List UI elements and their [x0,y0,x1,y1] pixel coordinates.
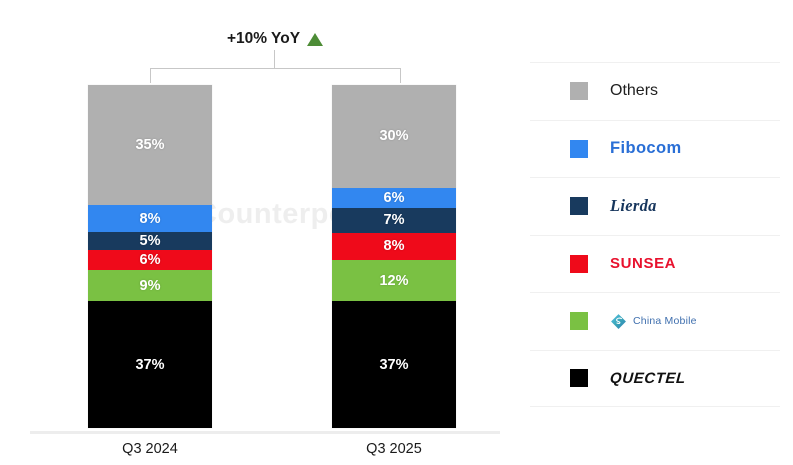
bar-segment-quectel: 37% [332,301,456,428]
bracket-stem [274,50,276,69]
legend-label: Others [610,82,659,100]
x-tick-label: Q3 2024 [122,441,178,457]
bar-segment-others: 35% [88,85,212,206]
segment-value-label: 37% [135,356,165,373]
legend-swatch-sunsea [570,254,588,273]
bar-segment-others: 30% [332,85,456,188]
legend-item-lierda[interactable]: Lierda [530,177,780,235]
legend-item-others[interactable]: Others [530,62,780,120]
segment-value-label: 35% [135,137,165,154]
legend-item-fibocom[interactable]: Fibocom [530,119,780,178]
bar-segment-lierda: 5% [88,232,212,250]
segment-value-label: 7% [383,212,405,229]
plot-area: Counterpoint +10% YoY 35% 8% 5% 6% 9% 37% 30%… [30,30,500,457]
x-axis-line [30,431,500,434]
bar-segment-fibocom: 8% [88,205,212,233]
segment-value-label: 8% [139,210,161,227]
segment-value-label: 9% [139,277,161,294]
legend-item-sunsea[interactable]: SUNSEA [530,234,780,293]
comparison-bracket [150,68,401,83]
legend-swatch-fibocom [570,139,588,158]
legend-item-quectel[interactable]: QUECTEL [530,349,780,407]
segment-value-label: 5% [139,233,161,250]
legend-label: China Mobile [633,315,697,328]
segment-value-label: 30% [379,128,409,145]
bar-segment-sunsea: 8% [332,232,456,260]
stacked-bar-q3-2024: 35% 8% 5% 6% 9% 37% [88,85,212,428]
bar-segment-sunsea: 6% [88,249,212,271]
bar-segment-lierda: 7% [332,208,456,233]
legend-label: SUNSEA [610,255,677,273]
legend-swatch-quectel [570,369,588,388]
china-mobile-swirl-icon [610,313,627,330]
segment-value-label: 8% [383,238,405,255]
legend-swatch-others [570,82,588,101]
segment-value-label: 37% [379,356,409,373]
bar-segment-quectel: 37% [88,301,212,428]
legend-swatch-chinamobile [570,312,588,331]
segment-value-label: 6% [383,190,405,207]
stacked-bar-q3-2025: 30% 6% 7% 8% 12% 37% [332,85,456,428]
legend-label: Fibocom [610,139,682,158]
segment-value-label: 12% [379,272,409,289]
china-mobile-logo: China Mobile [610,313,697,330]
bar-segment-china-mobile: 9% [88,270,212,302]
legend-panel: Others Fibocom Lierda SUNSEA China Mobile QUE… [530,62,780,422]
segment-value-label: 6% [139,251,161,268]
up-triangle-icon [307,32,324,46]
legend-label: Lierda [610,196,657,216]
yoy-label: +10% YoY [226,30,301,47]
legend-item-chinamobile[interactable]: China Mobile [530,292,780,350]
bar-segment-china-mobile: 12% [332,259,456,302]
yoy-annotation: +10% YoY [150,30,400,48]
x-tick-label: Q3 2025 [366,441,422,457]
legend-swatch-lierda [570,197,588,216]
legend-label: QUECTEL [609,369,687,387]
bar-segment-fibocom: 6% [332,187,456,209]
